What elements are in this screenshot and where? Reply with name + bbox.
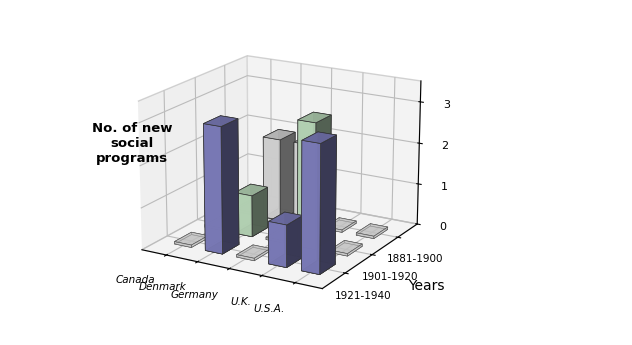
Text: No. of new
social
programs: No. of new social programs [92,122,173,165]
Text: Years: Years [408,279,445,294]
